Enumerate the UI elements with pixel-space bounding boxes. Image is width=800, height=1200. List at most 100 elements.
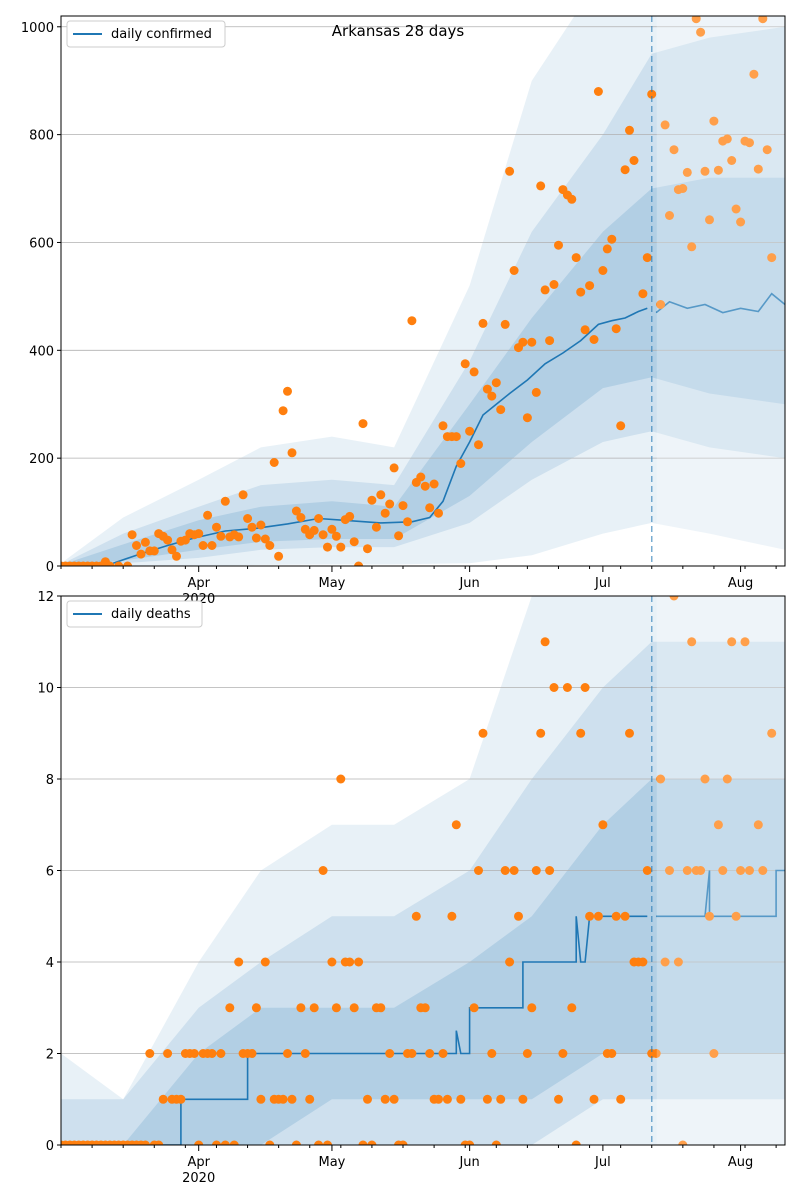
observed-point <box>256 520 266 530</box>
observed-point <box>571 1140 581 1145</box>
observed-point <box>314 1140 324 1145</box>
observed-point <box>331 531 341 541</box>
observed-point <box>434 1094 443 1104</box>
observed-point <box>678 184 688 193</box>
observed-point <box>709 1049 719 1058</box>
observed-point <box>194 529 204 539</box>
observed-point <box>167 545 177 555</box>
deaths-forecast-marker <box>650 596 785 1145</box>
observed-point <box>616 1094 626 1104</box>
observed-point <box>371 522 381 532</box>
observed-point <box>354 957 364 967</box>
x-tick-sublabel: 2020 <box>182 1171 215 1186</box>
y-tick-label: 600 <box>29 236 54 251</box>
observed-point <box>482 384 492 394</box>
deaths-y-axis: 0 2 4 6 8 10 12 <box>37 590 61 1154</box>
observed-point <box>687 637 697 647</box>
observed-point <box>367 495 377 505</box>
observed-point <box>665 866 674 875</box>
observed-point <box>305 1094 315 1104</box>
y-tick-label: 0 <box>46 1139 54 1154</box>
observed-point <box>611 324 621 334</box>
observed-point <box>398 501 408 511</box>
observed-point <box>518 1094 528 1104</box>
observed-point <box>758 16 768 24</box>
observed-point <box>722 134 732 144</box>
observed-point <box>385 1049 395 1058</box>
observed-point <box>389 1094 399 1104</box>
x-tick-label: Aug <box>728 1155 753 1170</box>
observed-point <box>753 164 763 174</box>
observed-point <box>163 535 173 545</box>
observed-point <box>140 1140 150 1145</box>
observed-point <box>691 16 701 24</box>
observed-point <box>509 866 519 875</box>
observed-point <box>331 1003 341 1013</box>
observed-point <box>163 1049 173 1058</box>
observed-point <box>545 336 555 346</box>
observed-point <box>212 522 221 532</box>
observed-point <box>354 561 364 566</box>
observed-point <box>407 316 417 326</box>
observed-point <box>385 499 395 509</box>
observed-point <box>656 774 666 784</box>
observed-point <box>394 531 404 541</box>
y-tick-label: 200 <box>29 452 54 467</box>
y-tick-label: 6 <box>46 865 54 880</box>
observed-point <box>505 166 515 176</box>
observed-point <box>669 596 679 601</box>
observed-point <box>247 522 257 532</box>
observed-point <box>611 911 621 921</box>
x-tick-label: May <box>318 576 345 591</box>
observed-point <box>260 534 270 544</box>
observed-point <box>189 1049 199 1058</box>
observed-point <box>345 511 355 521</box>
observed-point <box>251 533 261 543</box>
observed-point <box>696 27 706 37</box>
observed-point <box>527 1003 537 1013</box>
observed-point <box>531 866 541 875</box>
observed-point <box>203 510 213 520</box>
observed-point <box>367 1140 377 1145</box>
y-tick-label: 8 <box>46 773 54 788</box>
observed-point <box>749 69 759 79</box>
observed-point <box>540 285 550 295</box>
observed-point <box>251 1003 261 1013</box>
observed-point <box>620 911 630 921</box>
observed-point <box>349 1003 359 1013</box>
y-tick-label: 4 <box>46 956 54 971</box>
observed-point <box>274 551 284 561</box>
observed-point <box>238 490 248 500</box>
observed-point <box>531 387 541 397</box>
observed-point <box>429 479 439 489</box>
observed-point <box>278 406 288 416</box>
observed-point <box>718 866 728 875</box>
observed-point <box>314 514 324 523</box>
forecast-region-shade <box>656 596 785 1145</box>
deaths-observed-points <box>61 596 777 1145</box>
observed-point <box>642 253 652 263</box>
observed-point <box>176 1094 186 1104</box>
observed-point <box>149 546 159 556</box>
observed-point <box>598 820 608 830</box>
observed-point <box>198 541 208 550</box>
observed-point <box>727 156 737 165</box>
observed-point <box>260 957 270 967</box>
y-tick-label: 400 <box>29 344 54 359</box>
observed-point <box>225 1003 235 1013</box>
y-tick-label: 10 <box>37 682 54 697</box>
observed-point <box>469 1003 479 1013</box>
observed-point <box>478 318 488 328</box>
observed-point <box>327 957 337 967</box>
observed-point <box>660 957 670 967</box>
observed-point <box>713 165 723 175</box>
x-tick-label: Apr <box>187 576 210 591</box>
legend-box <box>66 600 203 628</box>
deaths-legend: daily deaths <box>66 600 203 628</box>
uncertainty-band-1 <box>61 641 785 1145</box>
observed-point <box>247 1049 257 1058</box>
observed-point <box>451 432 461 442</box>
x-tick-label: Aug <box>728 576 753 591</box>
observed-point <box>456 459 466 468</box>
